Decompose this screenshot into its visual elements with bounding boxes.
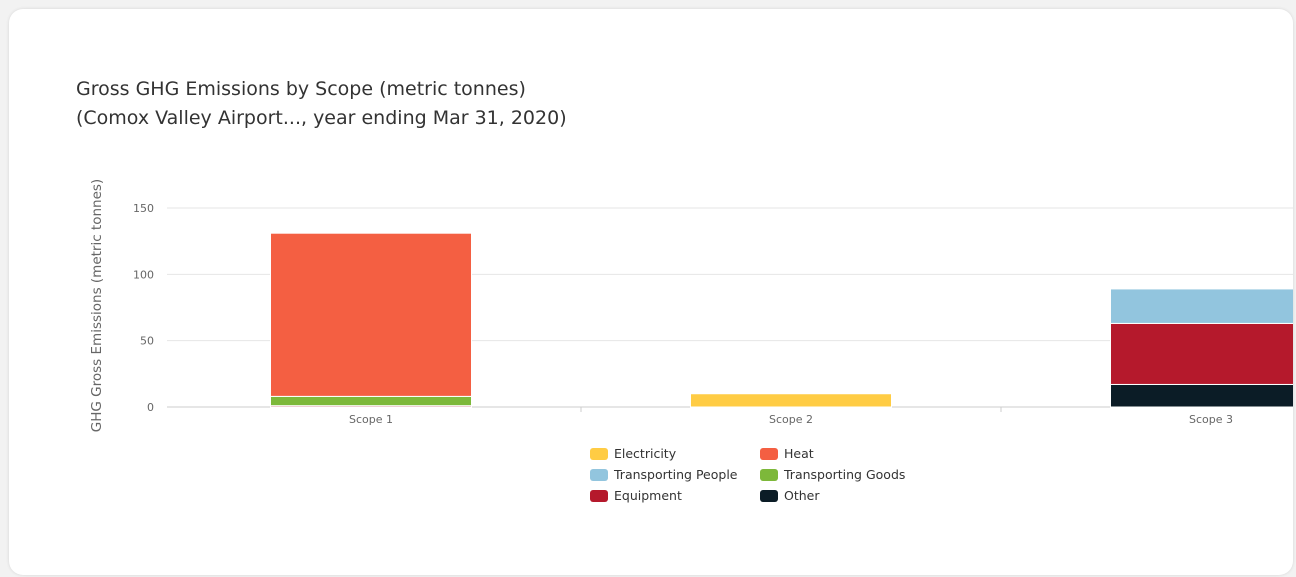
legend-swatch bbox=[590, 489, 608, 502]
legend-item[interactable]: Heat bbox=[760, 444, 930, 463]
legend-label: Heat bbox=[784, 446, 814, 461]
legend-item[interactable]: Transporting People bbox=[590, 465, 760, 484]
legend-label: Electricity bbox=[614, 446, 677, 461]
bar-segment[interactable] bbox=[690, 393, 892, 408]
chart-card: Gross GHG Emissions by Scope (metric ton… bbox=[9, 9, 1293, 575]
y-tick-label: 0 bbox=[147, 401, 154, 414]
legend-swatch bbox=[760, 447, 778, 460]
y-axis-title: GHG Gross Emissions (metric tonnes) bbox=[89, 179, 105, 432]
bar-segment[interactable] bbox=[1110, 322, 1294, 385]
axes: 0 50 100 150 GHG Gross Emissions (metric ton… bbox=[89, 179, 1233, 432]
bar-segment[interactable] bbox=[1110, 288, 1294, 324]
bar-segment[interactable] bbox=[270, 395, 472, 407]
legend-label: Transporting People bbox=[614, 467, 738, 482]
legend-item[interactable]: Transporting Goods bbox=[760, 465, 930, 484]
legend-label: Transporting Goods bbox=[784, 467, 906, 482]
x-tick-label: Scope 3 bbox=[1189, 413, 1233, 426]
legend-swatch bbox=[590, 468, 608, 481]
y-tick-label: 50 bbox=[140, 335, 154, 348]
chart-legend: Electricity Heat Transporting People Transp… bbox=[590, 444, 930, 505]
legend-item[interactable]: Electricity bbox=[590, 444, 760, 463]
chart-subtitle-line: (Comox Valley Airport..., year ending Ma… bbox=[76, 107, 567, 129]
legend-swatch bbox=[760, 489, 778, 502]
stacked-bar-chart: 0 50 100 150 GHG Gross Emissions (metric ton… bbox=[89, 179, 1294, 432]
x-tick-label: Scope 1 bbox=[349, 413, 393, 426]
x-tick-label: Scope 2 bbox=[769, 413, 813, 426]
bar-segment[interactable] bbox=[1110, 383, 1294, 408]
bars bbox=[270, 232, 1294, 408]
legend-swatch bbox=[760, 468, 778, 481]
legend-label: Other bbox=[784, 488, 820, 503]
y-tick-label: 100 bbox=[133, 268, 154, 281]
chart-title-line: Gross GHG Emissions by Scope (metric ton… bbox=[76, 78, 526, 100]
bar-segment[interactable] bbox=[270, 232, 472, 397]
legend-item[interactable]: Other bbox=[760, 486, 930, 505]
legend-swatch bbox=[590, 447, 608, 460]
y-tick-label: 150 bbox=[133, 202, 154, 215]
legend-label: Equipment bbox=[614, 488, 682, 503]
legend-item[interactable]: Equipment bbox=[590, 486, 760, 505]
chart-title: Gross GHG Emissions by Scope (metric ton… bbox=[76, 75, 567, 133]
